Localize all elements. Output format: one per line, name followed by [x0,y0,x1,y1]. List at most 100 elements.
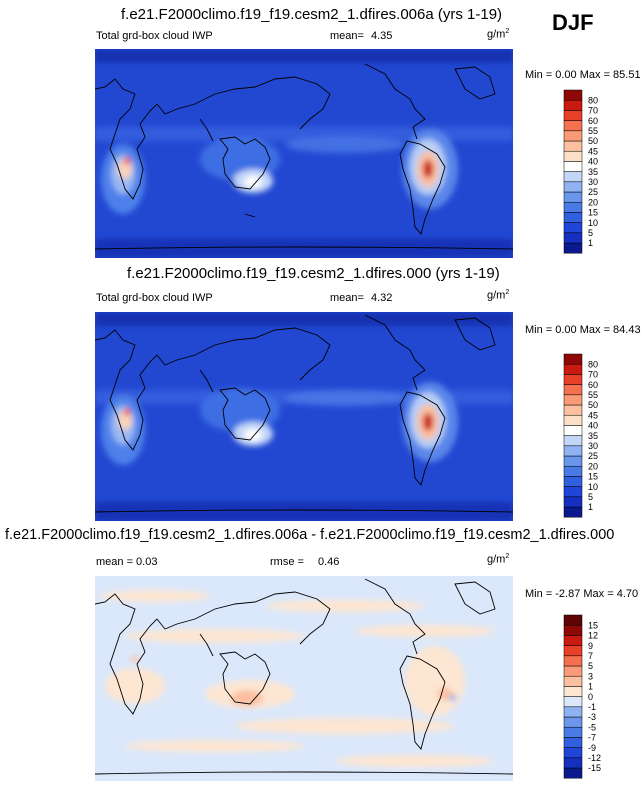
colorbar-2-tick-label: 80 [588,359,598,369]
colorbar-3-swatch [563,747,583,759]
colorbar-2-swatch [563,445,583,457]
colorbar-3-swatch [563,767,583,779]
panel-1-title: f.e21.F2000climo.f19_f19.cesm2_1.dfires.… [121,6,503,23]
colorbar-2-swatch [563,374,583,385]
colorbar-3-swatch [563,645,583,657]
colorbar-3-tick-label: 12 [588,631,598,641]
colorbar-2-swatch [563,394,583,406]
colorbar-3-swatch [563,614,583,626]
colorbar-2-tick-label: 15 [588,472,598,482]
colorbar-2-swatch [563,384,583,396]
colorbar-1-tick-label: 40 [588,157,598,167]
colorbar-1-swatch [563,242,583,254]
colorbar-2-tick-label: 55 [588,390,598,400]
colorbar-2-swatch [563,435,583,447]
colorbar-3-tick-label: -3 [588,712,596,722]
colorbar-3-tick-label: 0 [588,692,593,702]
colorbar-3-swatch [563,655,583,667]
panel-3-rmse-value: 0.46 [318,556,340,568]
colorbar-1-swatch [563,212,583,223]
colorbar-3-swatch [563,686,583,697]
panel-1-units: g/m2 [487,28,510,41]
panel-2-title: f.e21.F2000climo.f19_f19.cesm2_1.dfires.… [127,265,500,282]
colorbar-2-tick-label: 5 [588,492,593,502]
colorbar-1-tick-label: 1 [588,238,593,248]
colorbar-1-tick-label: 20 [588,197,598,207]
colorbar-3-tick-label: 7 [588,651,593,661]
panel-3-units: g/m2 [487,553,510,566]
colorbar-1-swatch [563,171,583,183]
colorbar-3-tick-label: 15 [588,620,598,630]
colorbar-3-swatch [563,635,583,646]
colorbar-3-swatch [563,624,583,636]
colorbar-1-tick-label: 70 [588,106,598,116]
map-1-field [95,49,513,258]
colorbar-2-tick-label: 25 [588,451,598,461]
colorbar-1-swatch [563,140,583,152]
colorbar-3-swatch [563,706,583,718]
colorbar-2-swatch [563,404,583,416]
colorbar-3-tick-label: -9 [588,743,596,753]
colorbar-1-tick-label: 45 [588,146,598,156]
map-panel-2 [95,312,513,521]
colorbar-2-tick-label: 60 [588,380,598,390]
panel-2-mean-label: mean= [330,292,364,304]
season-label: DJF [552,10,594,35]
colorbar-3-tick-label: 9 [588,641,593,651]
map-panel-1 [95,49,513,258]
colorbar-1-swatch [563,201,583,213]
colorbar-3-tick-label: -15 [588,763,601,773]
colorbar-1-tick-label: 25 [588,187,598,197]
colorbar-1-swatch [563,89,583,101]
colorbar-1-tick-label: 60 [588,116,598,126]
colorbar-1-tick-label: 35 [588,167,598,177]
map-1-coastlines [95,63,513,250]
colorbar-1-swatch [563,191,583,203]
colorbar-1-swatch [563,120,583,132]
colorbar-2-tick-label: 30 [588,441,598,451]
panel-1-mean-label: mean= [330,30,364,42]
colorbar-2-tick-label: 40 [588,421,598,431]
colorbar-2-swatch [563,476,583,487]
panel-1-variable-label: Total grd-box cloud IWP [96,30,213,42]
colorbar-3-tick-label: -7 [588,733,596,743]
colorbar-2-swatch [563,353,583,365]
colorbar-1-swatch [563,110,583,121]
colorbar-1-swatch [563,181,583,193]
map-panel-3 [95,576,513,781]
colorbar-2-swatch [563,363,583,375]
colorbar-3-tick-label: 3 [588,671,593,681]
colorbar-3-tick-label: -5 [588,722,596,732]
panel-1-minmax: Min = 0.00 Max = 85.51 [525,69,641,81]
colorbar-2-swatch [563,496,583,508]
colorbar-1-swatch [563,232,583,244]
map-3-field [100,590,495,767]
colorbar-2-tick-label: 50 [588,400,598,410]
panel-3-title: f.e21.F2000climo.f19_f19.cesm2_1.dfires.… [5,527,615,543]
panel-2-variable-label: Total grd-box cloud IWP [96,292,213,304]
colorbar-3-swatch [563,757,583,769]
colorbar-1-tick-label: 5 [588,228,593,238]
panel-3-mean-label: mean = 0.03 [96,556,158,568]
colorbar-3-swatch [563,737,583,748]
panel-2-minmax: Min = 0.00 Max = 84.43 [525,324,641,336]
colorbar-2-swatch [563,455,583,467]
colorbar-2-tick-label: 10 [588,482,598,492]
colorbar-1-tick-label: 15 [588,208,598,218]
colorbar-1-swatch [563,130,583,142]
colorbar-1-swatch [563,222,583,234]
colorbar-1-tick-label: 55 [588,126,598,136]
colorbar-2-swatch [563,414,583,426]
colorbar-1-swatch [563,161,583,172]
colorbar-2-swatch [563,465,583,477]
map-2-field [95,312,513,521]
panel-2-mean-value: 4.32 [371,292,393,304]
colorbar-2-swatch [563,486,583,498]
colorbar-2-tick-label: 20 [588,461,598,471]
colorbar-2-tick-label: 45 [588,410,598,420]
colorbar-3-tick-label: 1 [588,682,593,692]
colorbar-1-swatch [563,99,583,111]
